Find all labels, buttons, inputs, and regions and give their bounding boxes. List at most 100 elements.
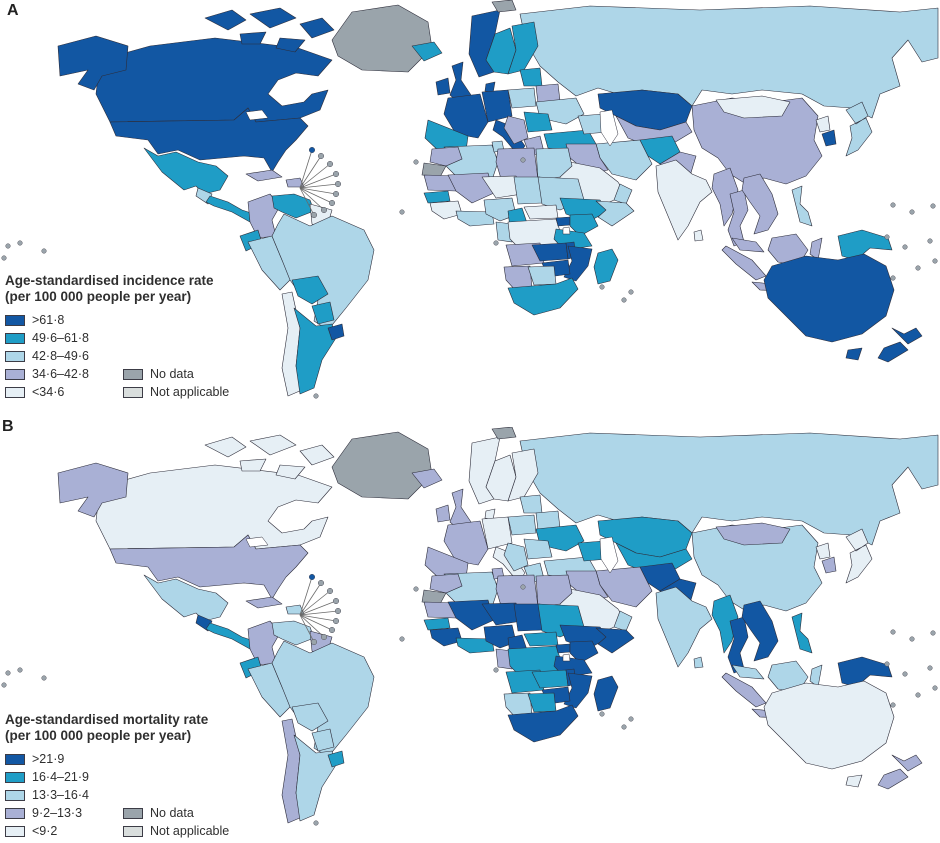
legend-swatch-q4 [5, 771, 25, 783]
region-mali [447, 599, 495, 631]
island-dot [41, 248, 47, 254]
callout-line [299, 155, 322, 189]
callout-island-dot [310, 211, 318, 219]
callout-line [299, 614, 315, 643]
island-dot [909, 636, 915, 642]
callout-line [299, 590, 331, 616]
region-mali [447, 172, 495, 204]
callout-line [299, 149, 313, 189]
callout-island-dot [320, 206, 328, 214]
panel-a-label: A [7, 2, 19, 19]
island-dot [520, 157, 526, 163]
region-cuba [245, 596, 283, 609]
region-guinea [429, 627, 463, 647]
panel-b-label: B [2, 418, 14, 435]
caspian-sea [599, 109, 619, 147]
region-alaska [57, 35, 129, 91]
callout-island-dot [317, 152, 325, 160]
region-uruguay [327, 323, 345, 341]
callout-line [299, 610, 339, 616]
region-alaska [57, 462, 129, 518]
island-dot [413, 159, 419, 165]
region-madagascar [593, 675, 619, 712]
region-baltics [519, 67, 543, 87]
region-uruguay [327, 750, 345, 768]
region-france [443, 93, 489, 139]
region-sri-lanka [693, 229, 704, 242]
region-venezuela [271, 193, 315, 219]
region-bolivia [291, 275, 329, 305]
island-dot [493, 667, 499, 673]
region-new-guinea [837, 656, 893, 688]
region-niger [481, 175, 523, 199]
callout-island-dot [308, 146, 316, 154]
legend-row: 9·2–13·3 [5, 804, 245, 822]
region-japan [845, 101, 873, 157]
callout-line [299, 163, 331, 189]
island-dot [927, 238, 933, 244]
region-new-guinea [837, 229, 893, 261]
region-sumatra [721, 672, 767, 708]
region-ireland [435, 504, 451, 523]
region-russia [519, 5, 939, 119]
callout-line [299, 576, 313, 616]
region-france [443, 520, 489, 566]
island-dot [399, 636, 405, 642]
region-tasmania [845, 774, 863, 788]
region-guinea [429, 200, 463, 220]
callout-line [299, 614, 325, 638]
island-dot [902, 244, 908, 250]
region-south-africa [507, 277, 579, 316]
great-lakes [245, 109, 269, 121]
region-venezuela [271, 620, 315, 646]
callout-island-dot [332, 617, 340, 625]
callout-island-dot [326, 160, 334, 168]
callout-line [299, 183, 339, 189]
region-nigeria [483, 197, 517, 222]
callout-island-dot [320, 633, 328, 641]
callout-island-dot [332, 190, 340, 198]
region-senegal [423, 190, 451, 204]
great-lakes [245, 536, 269, 548]
region-balkans [503, 542, 529, 572]
callout-line [299, 187, 337, 195]
island-dot [884, 234, 890, 240]
region-poland [507, 514, 537, 536]
island-dot [621, 297, 627, 303]
legend-swatch-na [123, 386, 143, 398]
region-south-korea [821, 556, 837, 574]
region-iceland [411, 468, 443, 489]
region-north-korea [815, 542, 831, 560]
legend-swatch-na [123, 825, 143, 837]
callout-island-dot [310, 638, 318, 646]
callout-line [299, 187, 333, 204]
legend-row: No data [123, 365, 229, 383]
legend-swatch-q1 [5, 386, 25, 398]
region-malaysia [731, 237, 765, 253]
region-ireland [435, 77, 451, 96]
region-kenya [569, 640, 599, 664]
legend-extra: No data Not applicable [123, 365, 229, 401]
callout-line [299, 600, 337, 616]
region-uganda [555, 216, 571, 227]
callout-line [299, 582, 322, 616]
region-nigeria [483, 624, 517, 649]
region-egypt [535, 147, 573, 181]
legend-row: <9·2 [5, 822, 245, 840]
legend-row: >21·9 [5, 750, 245, 768]
region-new-zealand [877, 754, 923, 790]
island-dot [890, 275, 896, 281]
region-central-african-republic [523, 204, 559, 220]
island-dot [1, 682, 7, 688]
region-svalbard [491, 427, 517, 440]
region-australia [763, 253, 895, 343]
region-central-america [205, 622, 255, 650]
legend-swatch-q5 [5, 753, 25, 765]
island-dot [932, 685, 938, 691]
region-somalia [595, 200, 635, 227]
region-colombia [247, 193, 281, 239]
island-dot [628, 289, 634, 295]
region-cuba [245, 169, 283, 182]
legend-title: Age-standardised incidence rate (per 100… [5, 273, 214, 304]
region-canada [95, 37, 333, 123]
